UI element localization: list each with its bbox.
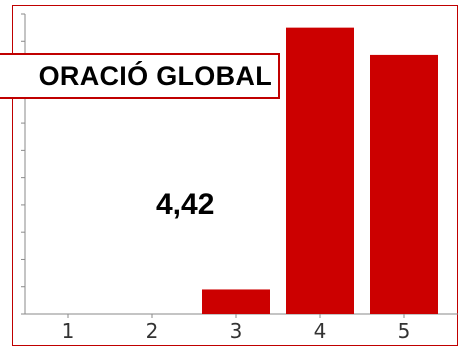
x-tick-label-1: 1 [62,319,75,343]
chart-title-box: ORACIÓ GLOBAL [0,53,280,99]
x-tick-label-2: 2 [146,319,159,343]
chart-title: ORACIÓ GLOBAL [38,60,272,91]
x-tick-label-4: 4 [314,319,327,343]
x-tick-label-3: 3 [230,319,243,343]
bar-4 [286,27,354,315]
bar-5 [370,54,438,315]
bar-3 [202,289,270,314]
average-score-label: 4,42 [156,188,215,221]
x-tick-label-5: 5 [398,319,411,343]
